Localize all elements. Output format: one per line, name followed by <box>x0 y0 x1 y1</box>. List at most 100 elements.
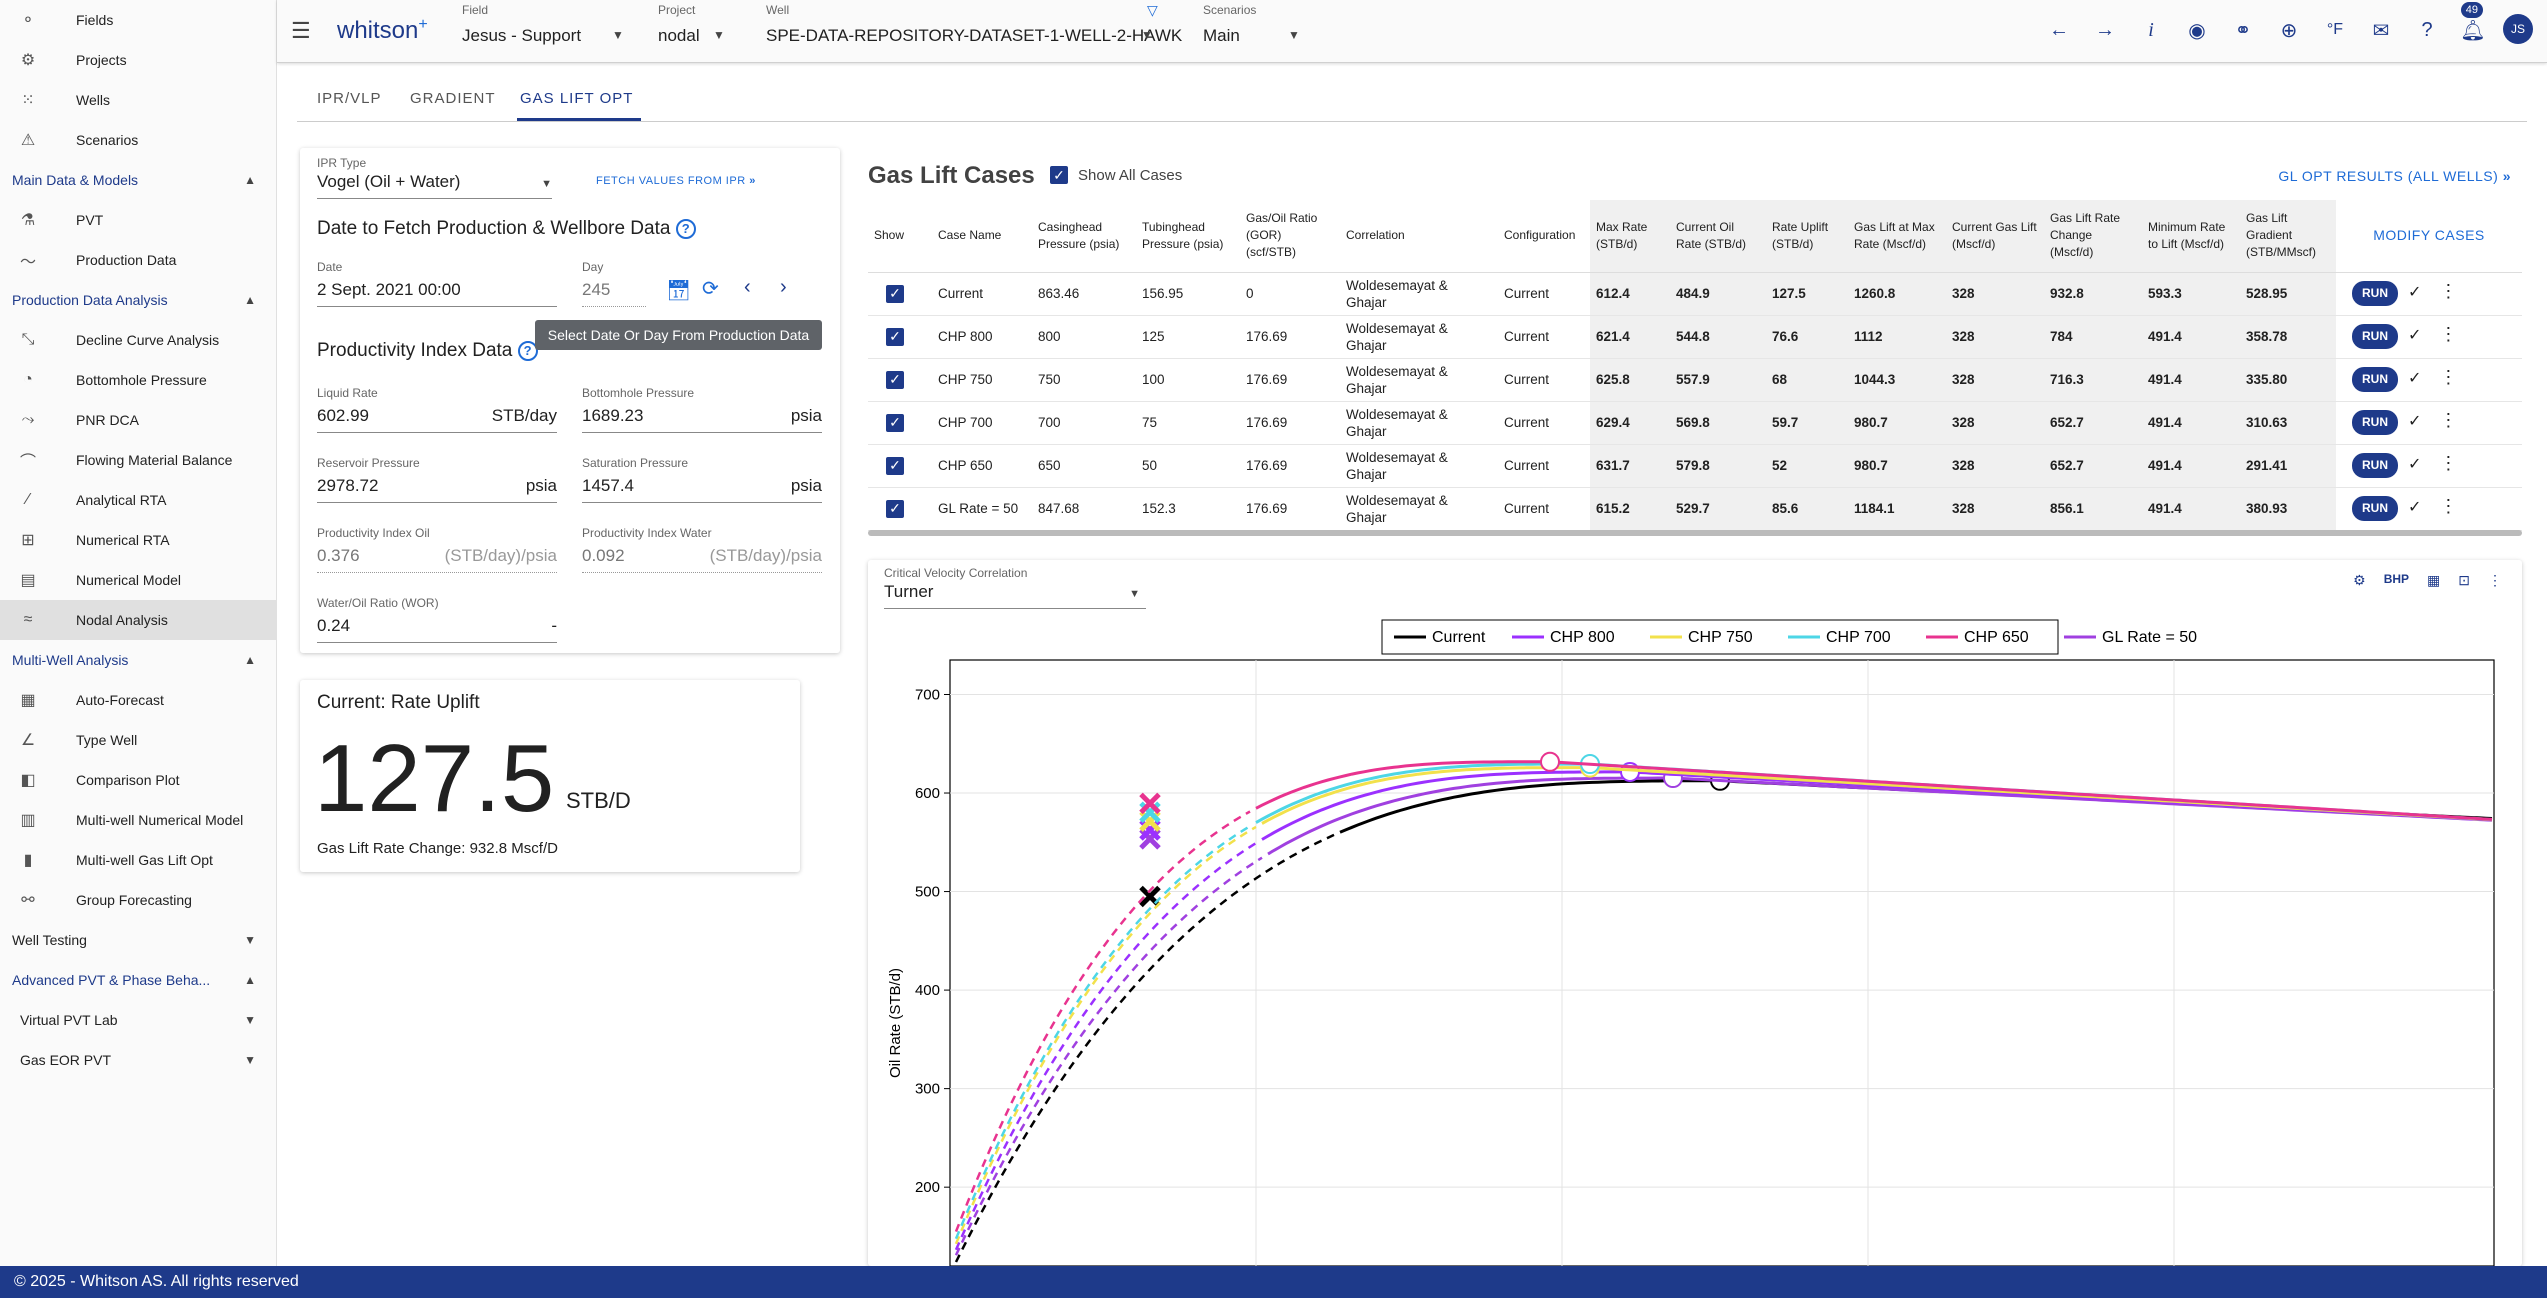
sidebar-section-header[interactable]: Advanced PVT & Phase Beha... ▲ <box>12 972 256 988</box>
bell-icon[interactable]: 🔔︎ <box>2460 19 2486 42</box>
sidebar-subsection[interactable]: Gas EOR PVT ▼ <box>20 1052 256 1068</box>
table-row: ✓ CHP 700 700 75 176.69 Woldesemayat & Ghajar… <box>868 401 2522 445</box>
sidebar-section-header[interactable]: Main Data & Models ▲ <box>12 172 256 188</box>
sidebar-item-decline-curve-analysis[interactable]: ⤡ Decline Curve Analysis <box>0 320 276 360</box>
back-arrow-icon[interactable]: ← <box>2049 18 2069 41</box>
prev-day-icon[interactable]: ‹ <box>744 276 751 298</box>
calendar-icon[interactable]: 📅︎ <box>666 280 692 302</box>
settings-icon[interactable]: ⚙ <box>2353 572 2366 588</box>
sidebar-item-comparison-plot[interactable]: ◧ Comparison Plot <box>0 760 276 800</box>
show-checkbox[interactable]: ✓ <box>868 358 932 402</box>
run-button[interactable]: RUN <box>2352 281 2398 306</box>
table-cell: 75 <box>1136 401 1240 445</box>
sidebar-item-type-well[interactable]: ∠ Type Well <box>0 720 276 760</box>
more-vert-icon[interactable]: ⋮ <box>2439 281 2458 301</box>
more-vert-icon[interactable]: ⋮ <box>2439 324 2458 344</box>
avatar[interactable]: JS <box>2503 14 2533 44</box>
pi-field-saturation-pressure[interactable]: Saturation Pressure 1457.4 psia <box>582 456 822 503</box>
show-checkbox[interactable]: ✓ <box>868 444 932 488</box>
sidebar-item-auto-forecast[interactable]: ▦ Auto-Forecast <box>0 680 276 720</box>
help-icon[interactable]: ? <box>517 340 538 361</box>
pi-field-reservoir-pressure[interactable]: Reservoir Pressure 2978.72 psia <box>317 456 557 503</box>
pi-field-bottomhole-pressure[interactable]: Bottomhole Pressure 1689.23 psia <box>582 386 822 433</box>
check-icon[interactable]: ✓ <box>2408 499 2422 516</box>
sidebar-item-scenarios[interactable]: ⚠ Scenarios <box>0 120 276 160</box>
check-icon[interactable]: ✓ <box>2408 456 2422 473</box>
more-vert-icon[interactable]: ⋮ <box>2439 453 2458 473</box>
table-icon[interactable]: ▦ <box>2427 572 2441 588</box>
show-all-checkbox[interactable]: ✓ Show All Cases <box>1050 166 1182 184</box>
pi-field-liquid-rate[interactable]: Liquid Rate 602.99 STB/day <box>317 386 557 433</box>
download-icon[interactable]: ⊕ <box>2280 19 2298 42</box>
more-vert-icon[interactable]: ⋮ <box>2488 572 2502 588</box>
check-icon[interactable]: ✓ <box>2408 284 2422 301</box>
sidebar-item-numerical-model[interactable]: ▤ Numerical Model <box>0 560 276 600</box>
day-field[interactable]: Day 245 <box>582 260 646 307</box>
row-actions: RUN ✓ ⋮ <box>2336 315 2522 359</box>
tab-gradient[interactable]: GRADIENT <box>410 90 496 107</box>
run-button[interactable]: RUN <box>2352 367 2398 392</box>
show-checkbox[interactable]: ✓ <box>868 315 932 359</box>
sidebar-item-bottomhole-pressure[interactable]: ◔ Bottomhole Pressure <box>0 360 276 400</box>
sidebar-item-analytical-rta[interactable]: ∕ Analytical RTA <box>0 480 276 520</box>
link-icon[interactable]: ⚭ <box>2234 19 2252 42</box>
gl-opt-results-link[interactable]: GL OPT RESULTS (ALL WELLS) » <box>2278 168 2511 184</box>
sidebar-item-multi-well-gas-lift-opt[interactable]: ▮ Multi-well Gas Lift Opt <box>0 840 276 880</box>
info-icon[interactable]: i <box>2148 18 2154 41</box>
run-button[interactable]: RUN <box>2352 453 2398 478</box>
sidebar-item-production-data[interactable]: 〜 Production Data <box>0 240 276 280</box>
scatter-icon[interactable]: ⊡ <box>2458 572 2470 588</box>
menu-icon[interactable]: ☰ <box>291 18 311 43</box>
more-vert-icon[interactable]: ⋮ <box>2439 410 2458 430</box>
ipr-type-select[interactable]: IPR Type Vogel (Oil + Water) ▼ <box>317 156 552 199</box>
refresh-icon[interactable]: ⟳ <box>702 278 719 300</box>
sidebar-item-nodal-analysis[interactable]: ≈ Nodal Analysis <box>0 600 276 640</box>
fetch-values-link[interactable]: FETCH VALUES FROM IPR » <box>596 175 756 187</box>
help-icon[interactable]: ? <box>2421 18 2433 41</box>
sidebar-item-label: Multi-well Gas Lift Opt <box>76 852 213 868</box>
filter-icon[interactable]: ▽ <box>1147 2 1158 18</box>
feedback-icon[interactable]: ✉ <box>2372 19 2390 42</box>
check-icon[interactable]: ✓ <box>2408 327 2422 344</box>
units-icon[interactable]: °F <box>2326 21 2344 38</box>
date-field[interactable]: Date 2 Sept. 2021 00:00 <box>317 260 557 307</box>
table-cell: Woldesemayat & Ghajar <box>1340 487 1498 531</box>
check-icon[interactable]: ✓ <box>2408 370 2422 387</box>
horizontal-scrollbar[interactable] <box>868 530 2522 536</box>
run-button[interactable]: RUN <box>2352 496 2398 521</box>
sidebar-section-header[interactable]: Multi-Well Analysis ▲ <box>12 652 256 668</box>
help-icon[interactable]: ? <box>675 218 696 239</box>
sidebar-item-numerical-rta[interactable]: ⊞ Numerical RTA <box>0 520 276 560</box>
logo[interactable]: whitson+ <box>337 16 428 44</box>
show-checkbox[interactable]: ✓ <box>868 487 932 531</box>
sidebar-item-fields[interactable]: ⚬ Fields <box>0 0 276 40</box>
check-icon[interactable]: ✓ <box>2408 413 2422 430</box>
forward-arrow-icon[interactable]: → <box>2095 18 2115 41</box>
show-checkbox[interactable]: ✓ <box>868 272 932 316</box>
tab-gas-lift-opt[interactable]: GAS LIFT OPT <box>520 90 634 107</box>
run-button[interactable]: RUN <box>2352 410 2398 435</box>
tab-ipr-vlp[interactable]: IPR/VLP <box>317 90 382 107</box>
sidebar-item-pvt[interactable]: ⚗ PVT <box>0 200 276 240</box>
sidebar-item-pnr-dca[interactable]: ⤳ PNR DCA <box>0 400 276 440</box>
modify-cases-button[interactable]: MODIFY CASES <box>2336 200 2522 273</box>
more-vert-icon[interactable]: ⋮ <box>2439 496 2458 516</box>
sidebar-item-wells[interactable]: ⁙ Wells <box>0 80 276 120</box>
sidebar-item-projects[interactable]: ⚙ Projects <box>0 40 276 80</box>
pi-field-water-oil-ratio-wor-[interactable]: Water/Oil Ratio (WOR) 0.24- <box>317 596 557 643</box>
sidebar-item-group-forecasting[interactable]: ⚯ Group Forecasting <box>0 880 276 920</box>
sidebar-item-multi-well-numerical-model[interactable]: ▥ Multi-well Numerical Model <box>0 800 276 840</box>
sidebar-section-header[interactable]: Well Testing ▼ <box>12 932 256 948</box>
projects-icon: ⚙ <box>20 52 36 69</box>
bhp-toggle[interactable]: BHP <box>2383 572 2410 586</box>
more-vert-icon[interactable]: ⋮ <box>2439 367 2458 387</box>
sidebar-section-header[interactable]: Production Data Analysis ▲ <box>12 292 256 308</box>
notification-badge: 49 <box>2460 2 2483 18</box>
show-checkbox[interactable]: ✓ <box>868 401 932 445</box>
critical-velocity-select[interactable]: Critical Velocity Correlation Turner ▼ <box>884 566 1146 609</box>
sidebar-item-flowing-material-balance[interactable]: ⌒ Flowing Material Balance <box>0 440 276 480</box>
run-button[interactable]: RUN <box>2352 324 2398 349</box>
sidebar-subsection[interactable]: Virtual PVT Lab ▼ <box>20 1012 256 1028</box>
next-day-icon[interactable]: › <box>780 276 787 298</box>
globe-icon[interactable]: ◉ <box>2188 19 2206 42</box>
